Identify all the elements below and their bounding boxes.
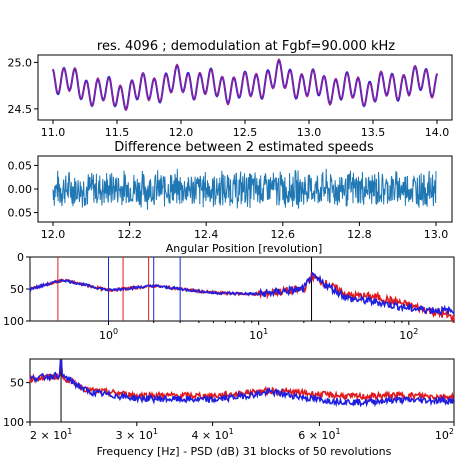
panel-4-xtick-label: 2 × 101: [30, 427, 72, 442]
panel-1-xtick-label: 13.5: [361, 126, 386, 139]
panel-3-xtick-label: 101: [249, 327, 268, 342]
panel-1-ytick-label: 24.5: [8, 103, 33, 116]
panel-2-ytick-label: 0.00: [8, 183, 33, 196]
panel-3-ytick-label: 0: [17, 251, 24, 264]
panel-4-xtick-label: 4 × 101: [191, 427, 233, 442]
panel-3-axes: [29, 256, 455, 322]
panel-2-ytick-label: 0.05: [8, 159, 33, 172]
panel-1: res. 4096 ; demodulation at Fgbf=90.000 …: [8, 39, 453, 139]
panel-4-ytick-label: 100: [3, 416, 24, 429]
panel-4-xtick-label: 6 × 101: [298, 427, 340, 442]
panel-2-xtick-label: 12.6: [271, 228, 296, 241]
panel-3-series-line: [29, 272, 455, 324]
panel-4: 2 × 101 3 × 101 4 × 101 6 × 101 102 50 100 Fre…: [3, 358, 455, 458]
panel-1-xtick-label: 14.0: [425, 126, 450, 139]
panel-1-title: res. 4096 ; demodulation at Fgbf=90.000 …: [97, 39, 395, 54]
panel-2-series-line: [52, 168, 437, 210]
panel-1-xtick-label: 12.0: [169, 126, 194, 139]
panel-4-ytick-label: 50: [10, 377, 24, 390]
panel-4-xtick-label: 102: [435, 427, 454, 442]
panel-3-series-line: [29, 271, 455, 315]
panel-1-xtick-label: 12.5: [233, 126, 258, 139]
panel-2-xlabel: Angular Position [revolution]: [166, 242, 323, 255]
panel-2-xtick-label: 13.0: [424, 228, 449, 241]
panel-4-axes: [29, 358, 455, 423]
panel-4-xlabel: Frequency [Hz] - PSD (dB) 31 blocks of 5…: [97, 445, 392, 458]
panel-4-series-line: [29, 359, 455, 408]
panel-2-xtick-label: 12.4: [194, 228, 219, 241]
panel-1-xtick-label: 13.0: [297, 126, 322, 139]
panel-2-xtick-label: 12.2: [117, 228, 142, 241]
panel-3-xtick-label: 100: [99, 327, 118, 342]
panel-2-title: Difference between 2 estimated speeds: [114, 140, 374, 155]
panel-2-xtick-label: 12.8: [347, 228, 372, 241]
panel-1-ytick-label: 25.0: [8, 56, 33, 69]
panel-3-ytick-label: 50: [10, 283, 24, 296]
panel-2-xtick-label: 12.0: [41, 228, 66, 241]
panel-4-xtick-label: 3 × 101: [116, 427, 158, 442]
panel-3: 100 101 102 0 50 100: [3, 251, 455, 342]
panel-1-xtick-label: 11.5: [105, 126, 130, 139]
panel-2: Difference between 2 estimated speeds 12…: [8, 140, 453, 255]
panel-1-xtick-label: 11.0: [41, 126, 66, 139]
panel-1-series-line: [52, 58, 438, 112]
panel-3-xtick-label: 102: [399, 327, 418, 342]
panel-3-ytick-label: 100: [3, 315, 24, 328]
panel-2-ytick-label: 0.05: [8, 207, 33, 220]
